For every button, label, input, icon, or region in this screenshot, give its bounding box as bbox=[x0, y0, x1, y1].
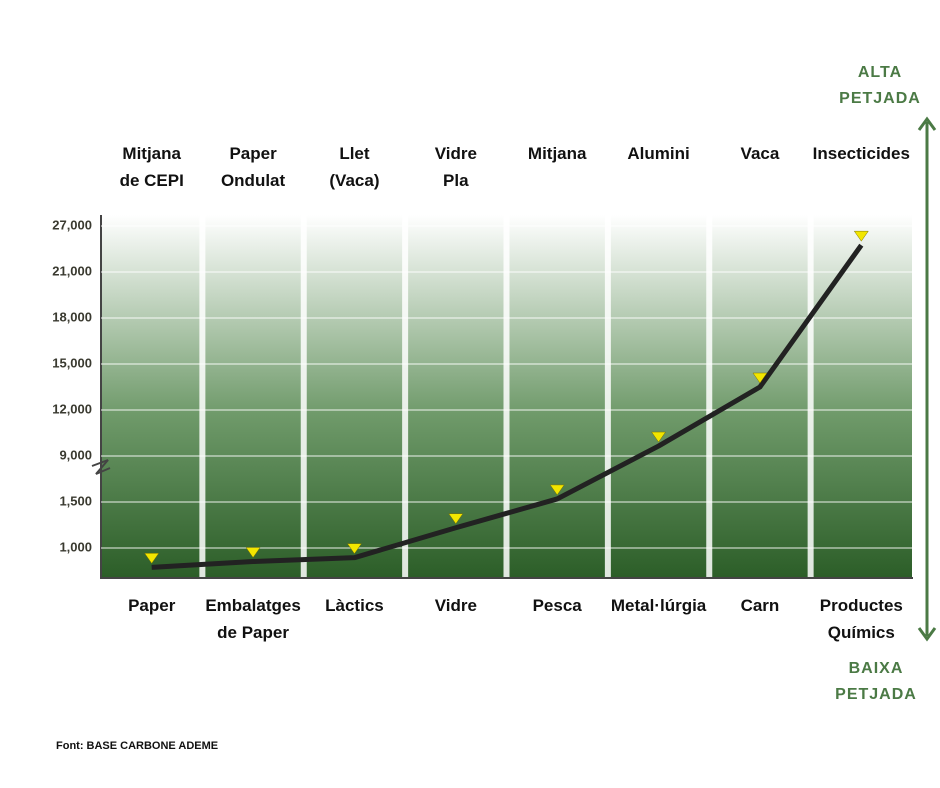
top-label: Llet (Vaca) bbox=[329, 144, 380, 190]
column-separator bbox=[604, 215, 611, 577]
marker bbox=[549, 484, 565, 496]
x-tick-label: Productes Químics bbox=[819, 596, 903, 642]
top-label: Vaca bbox=[740, 144, 780, 163]
y-tick-label: 9,000 bbox=[59, 447, 92, 462]
top-label: Mitjana bbox=[527, 144, 587, 163]
arrow-heads bbox=[917, 116, 937, 642]
marker bbox=[448, 513, 464, 525]
y-tick-label: 12,000 bbox=[52, 401, 92, 416]
marker bbox=[651, 431, 667, 443]
y-tick-label: 18,000 bbox=[52, 309, 92, 324]
column-separator bbox=[807, 215, 814, 577]
top-label: Alumini bbox=[627, 144, 690, 163]
top-label: Vidre Pla bbox=[434, 144, 477, 190]
x-tick-label: Paper bbox=[128, 596, 176, 615]
marker bbox=[853, 230, 869, 242]
axis-break bbox=[91, 459, 111, 475]
x-tick-label: Embalatges de Paper bbox=[205, 596, 301, 642]
y-tick-label: 21,000 bbox=[52, 263, 92, 278]
scale-top-label: ALTA PETJADA bbox=[839, 64, 921, 107]
marker bbox=[752, 372, 768, 384]
y-tick-label: 1,000 bbox=[59, 539, 92, 554]
source: Font: BASE CARBONE ADEME bbox=[56, 740, 219, 752]
marker bbox=[144, 553, 160, 564]
x-tick-label: Pesca bbox=[532, 596, 582, 615]
column-separator bbox=[402, 215, 409, 577]
column-separator bbox=[300, 215, 307, 577]
column-separator bbox=[199, 215, 206, 577]
x-tick-label: Carn bbox=[740, 596, 780, 615]
column-separator bbox=[706, 215, 713, 577]
y-tick-label: 15,000 bbox=[52, 355, 92, 370]
marker bbox=[245, 547, 261, 558]
y-tick-label: 1,500 bbox=[59, 493, 92, 508]
scale-bottom-label: BAIXA PETJADA bbox=[835, 660, 917, 703]
x-tick-label: Làctics bbox=[325, 596, 384, 615]
top-label: Mitjana de CEPI bbox=[119, 144, 184, 190]
x-tick-label: Vidre bbox=[434, 596, 477, 615]
x-tick-label: Metal·lúrgia bbox=[610, 596, 707, 615]
line bbox=[151, 243, 864, 570]
y-tick-label: 27,000 bbox=[52, 217, 92, 232]
top-label: Paper Ondulat bbox=[220, 144, 286, 190]
top-label: Insecticides bbox=[812, 144, 910, 163]
column-separator bbox=[503, 215, 510, 577]
marker bbox=[346, 543, 362, 555]
